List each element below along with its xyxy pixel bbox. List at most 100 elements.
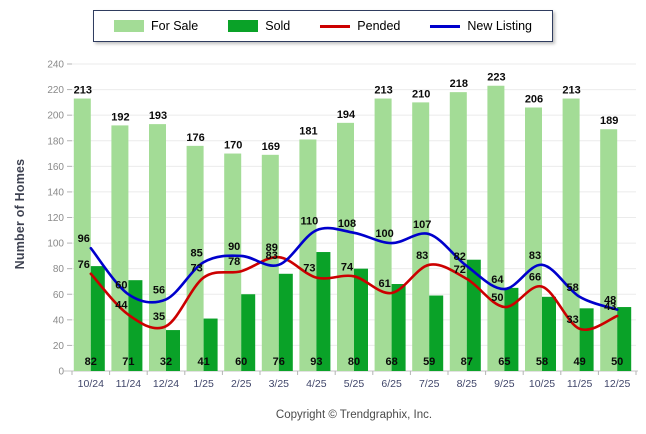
new-listing-value-label: 58 [566, 282, 578, 294]
sold-value-label: 93 [310, 356, 322, 368]
for-sale-value-label: 206 [525, 93, 543, 105]
x-axis-label: 9/25 [494, 378, 515, 390]
legend-item-new-listing: New Listing [430, 19, 532, 33]
x-axis-label: 1/25 [193, 378, 214, 390]
pended-value-label: 89 [266, 242, 278, 254]
sold-value-label: 65 [498, 356, 510, 368]
new-listing-value-label: 83 [266, 250, 278, 262]
sold-value-label: 68 [385, 356, 397, 368]
legend-item-sold: Sold [228, 19, 290, 33]
new-listing-value-label: 64 [491, 274, 504, 286]
y-tick-label: 240 [47, 60, 64, 71]
for-sale-value-label: 181 [299, 125, 317, 137]
y-tick-label: 80 [53, 264, 65, 275]
new-listing-value-label: 108 [338, 218, 356, 230]
for-sale-value-label: 218 [450, 78, 468, 90]
bar-for-sale [261, 154, 279, 371]
bar-for-sale [73, 98, 91, 371]
new-listing-value-label: 100 [375, 228, 393, 240]
for-sale-value-label: 213 [562, 85, 580, 97]
pended-value-label: 50 [491, 292, 503, 304]
for-sale-swatch-icon [113, 20, 144, 32]
sold-value-label: 76 [273, 356, 285, 368]
bar-for-sale [149, 124, 166, 371]
pended-value-label: 43 [604, 301, 616, 313]
x-axis-label: 4/25 [306, 378, 327, 390]
y-axis-title: Number of Homes [13, 158, 27, 270]
new-listing-value-label: 85 [190, 247, 202, 259]
new-listing-value-label: 60 [115, 279, 127, 291]
bar-sold [391, 284, 406, 371]
bar-sold [316, 252, 331, 371]
pended-value-label: 78 [228, 256, 240, 268]
pended-value-label: 73 [190, 263, 202, 275]
x-axis-label: 12/24 [153, 378, 179, 390]
new-listing-value-label: 82 [454, 251, 466, 263]
copyright-text: Copyright © Trendgraphix, Inc. [275, 409, 433, 421]
new-listing-value-label: 83 [529, 250, 541, 262]
x-axis-label: 8/25 [457, 378, 478, 390]
pended-value-label: 74 [341, 261, 354, 273]
sold-value-label: 41 [197, 356, 209, 368]
x-axis-label: 2/25 [231, 378, 252, 390]
pended-value-label: 76 [78, 259, 90, 271]
sold-value-label: 87 [461, 356, 473, 368]
for-sale-value-label: 193 [149, 110, 167, 122]
legend-item-pended: Pended [320, 19, 400, 33]
for-sale-value-label: 169 [262, 141, 280, 153]
bar-for-sale [525, 107, 542, 371]
legend-label-pended: Pended [357, 19, 401, 33]
bar-for-sale [487, 85, 505, 371]
legend-item-for-sale: For Sale [113, 19, 199, 33]
x-axis-label: 5/25 [344, 378, 365, 390]
bar-sold [354, 268, 368, 371]
pended-value-label: 83 [416, 250, 428, 262]
for-sale-value-label: 170 [224, 140, 242, 152]
sold-value-label: 60 [235, 356, 247, 368]
bar-sold [166, 330, 180, 371]
sold-value-label: 50 [611, 356, 623, 368]
bar-sold [429, 295, 444, 371]
x-axis-label: 6/25 [381, 378, 402, 390]
for-sale-value-label: 189 [600, 115, 618, 127]
pended-line [89, 255, 619, 332]
sold-value-label: 80 [348, 356, 360, 368]
bar-sold [617, 307, 632, 371]
for-sale-value-label: 192 [111, 111, 129, 123]
bar-for-sale [299, 139, 317, 371]
y-tick-label: 220 [47, 85, 64, 96]
x-axis-label: 3/25 [269, 378, 290, 390]
bar-for-sale [562, 98, 580, 371]
pended-value-label: 33 [566, 314, 578, 326]
bar-for-sale [449, 92, 467, 372]
bar-sold [504, 287, 519, 371]
for-sale-value-label: 223 [487, 72, 505, 84]
bar-for-sale [111, 125, 129, 372]
bar-for-sale [224, 153, 242, 371]
x-axis-label: 10/25 [529, 378, 555, 390]
chart-legend: For Sale Sold Pended New Listing [92, 10, 554, 42]
x-axis-label: 11/25 [567, 378, 593, 390]
legend-label-new-listing: New Listing [467, 19, 533, 33]
bar-for-sale [412, 102, 430, 371]
pended-value-label: 72 [454, 264, 466, 276]
new-listing-line [89, 226, 619, 311]
y-tick-label: 60 [53, 290, 65, 301]
bar-sold [579, 308, 594, 371]
y-tick-label: 100 [47, 239, 64, 250]
bar-for-sale [186, 145, 204, 371]
for-sale-value-label: 213 [74, 85, 92, 97]
new-listing-value-label: 110 [301, 215, 319, 227]
legend-label-for-sale: For Sale [150, 19, 199, 33]
bar-sold [278, 273, 293, 371]
bar-sold [241, 294, 256, 371]
sold-swatch-icon [228, 20, 259, 32]
pended-value-label: 66 [529, 272, 541, 284]
pended-value-label: 44 [115, 300, 128, 312]
x-axis-label: 7/25 [419, 378, 440, 390]
new-listing-line-icon [430, 24, 461, 28]
y-tick-label: 40 [53, 315, 65, 326]
new-listing-value-label: 90 [228, 241, 240, 253]
pended-line-icon [320, 24, 351, 28]
x-axis-label: 10/24 [78, 378, 104, 390]
